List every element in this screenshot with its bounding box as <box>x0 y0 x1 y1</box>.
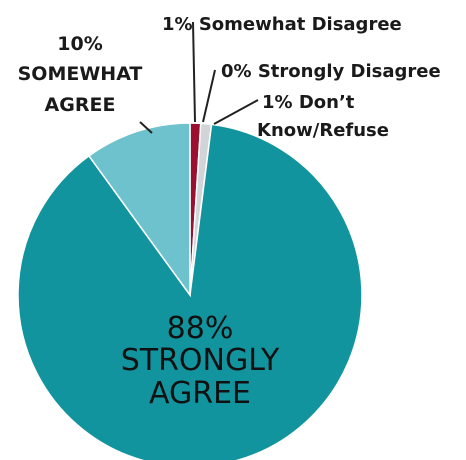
label-strongly-agree-line1: 88% <box>167 311 234 346</box>
label-somewhat-agree-line1: 10% <box>57 33 102 55</box>
pie-slice-strongly-agree <box>17 123 363 460</box>
leader-line-dont-know <box>213 99 259 125</box>
leader-line-somewhat-agree <box>139 121 153 134</box>
label-strongly-agree-line2: STRONGLY <box>121 343 280 378</box>
pie-slice-somewhat-agree <box>87 122 191 298</box>
label-dont-know-line1: 1% Don’t <box>262 92 355 113</box>
label-somewhat-agree-line2: SOMEWHAT <box>18 63 143 85</box>
label-somewhat-agree-line3: AGREE <box>45 94 116 116</box>
leader-line-strongly-disagree <box>202 69 216 123</box>
leader-lines <box>139 21 259 134</box>
label-strongly-agree-line3: AGREE <box>149 376 251 411</box>
label-somewhat-disagree: 1% Somewhat Disagree <box>162 14 402 35</box>
leader-line-somewhat-disagree <box>192 21 196 123</box>
label-strongly-disagree: 0% Strongly Disagree <box>221 61 441 82</box>
label-dont-know-line2: Know/Refuse <box>257 120 389 141</box>
pie-slices <box>17 122 363 460</box>
